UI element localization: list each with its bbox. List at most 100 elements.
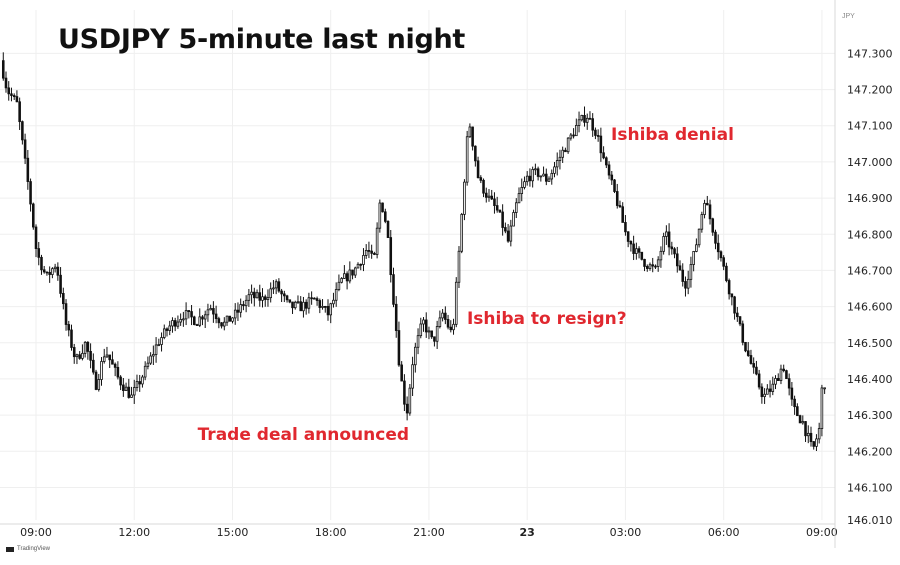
candle-body-up [141,376,144,385]
candle-body-up [364,250,368,256]
candle-body-down [18,101,21,123]
candle-body-up [523,181,526,188]
candle-body-down [708,204,712,220]
candle-body-up [779,368,783,381]
candle-body-down [291,301,294,309]
candle-body-up [806,432,810,437]
candle-body-up [465,136,469,183]
candle-body-down [752,363,755,368]
y-tick-label: 147.200 [847,84,893,97]
candle-body-down [430,330,433,338]
candle-body-down [755,366,758,375]
candle-body-up [823,387,826,390]
candle-body-down [621,206,624,223]
candle-body-down [78,354,81,359]
candle-body-up [427,330,431,333]
candle-body-down [433,336,436,342]
candle-body-up [656,259,660,267]
candle-body-down [760,386,764,398]
candle-body-up [766,388,769,395]
candle-body-up [375,227,379,255]
candle-body-down [288,299,292,303]
candle-body-up [83,341,87,354]
candle-body-up [580,114,584,121]
candle-body-down [736,312,739,318]
candle-body-down [482,179,485,194]
candle-body-up [75,354,79,358]
candle-body-up [774,378,777,385]
candle-body-up [81,352,84,359]
candle-body-up [553,166,556,174]
candle-body-up [525,175,529,183]
candle-body-down [637,248,641,253]
candle-body-down [12,95,16,97]
candle-body-up [692,251,695,265]
candle-body-down [776,378,780,381]
candle-body-up [307,297,311,309]
candle-body-down [113,363,117,368]
candle-body-up [272,287,275,290]
candle-body-up [247,294,251,301]
candle-body-down [315,298,319,301]
candle-body-up [154,344,158,355]
x-tick-label: 23 [520,526,535,539]
candle-body-up [457,250,461,283]
candle-body-up [160,337,163,345]
candle-body-up [411,364,414,389]
candle-body-up [659,250,663,261]
candle-body-down [313,297,316,300]
candle-body-up [435,326,439,342]
candle-body-down [228,315,232,322]
candle-body-down [744,341,747,352]
candle-body-down [285,295,289,301]
candle-body-up [51,268,54,275]
candle-body-up [179,319,182,323]
candle-body-down [187,310,191,312]
candle-body-down [602,152,605,159]
candle-body-up [577,119,581,126]
candle-body-down [92,359,95,373]
y-tick-label: 147.300 [847,47,893,60]
candle-body-down [400,364,403,382]
candle-body-down [471,126,474,147]
candle-body-down [220,322,223,327]
candle-body-up [53,266,57,270]
candle-body-down [89,351,92,361]
candle-body-down [640,251,644,260]
candle-body-down [594,129,597,136]
candle-body-down [444,312,447,320]
candle-body-down [599,135,603,154]
candle-body-up [408,387,412,414]
candle-body-up [321,305,324,308]
candle-body-down [785,370,788,380]
candle-body-down [173,320,177,327]
candle-body-down [474,145,477,162]
candle-body-down [370,250,373,254]
candle-body-up [416,335,420,348]
candle-body-down [583,114,586,123]
candle-body-up [343,273,346,279]
candle-body-down [389,237,393,276]
y-tick-label: 146.100 [847,481,893,494]
x-tick-label: 09:00 [806,526,838,539]
candle-body-down [746,350,750,356]
candle-body-up [206,309,210,316]
candle-body-down [10,93,13,96]
y-tick-label: 146.300 [847,409,893,422]
candle-body-down [446,319,450,328]
y-tick-label: 147.000 [847,156,893,169]
candle-body-up [414,346,417,366]
candle-body-up [820,387,824,429]
candle-body-down [318,300,322,308]
candle-body-down [242,304,245,307]
candle-body-down [283,293,286,297]
candle-body-up [662,236,665,252]
candle-body-down [214,313,218,320]
candle-body-down [373,252,376,255]
candle-body-down [651,264,655,267]
candle-body-down [397,330,401,366]
candle-body-up [348,269,352,282]
candle-body-down [790,387,794,400]
candle-body-down [506,230,510,242]
candle-body-up [239,304,242,313]
